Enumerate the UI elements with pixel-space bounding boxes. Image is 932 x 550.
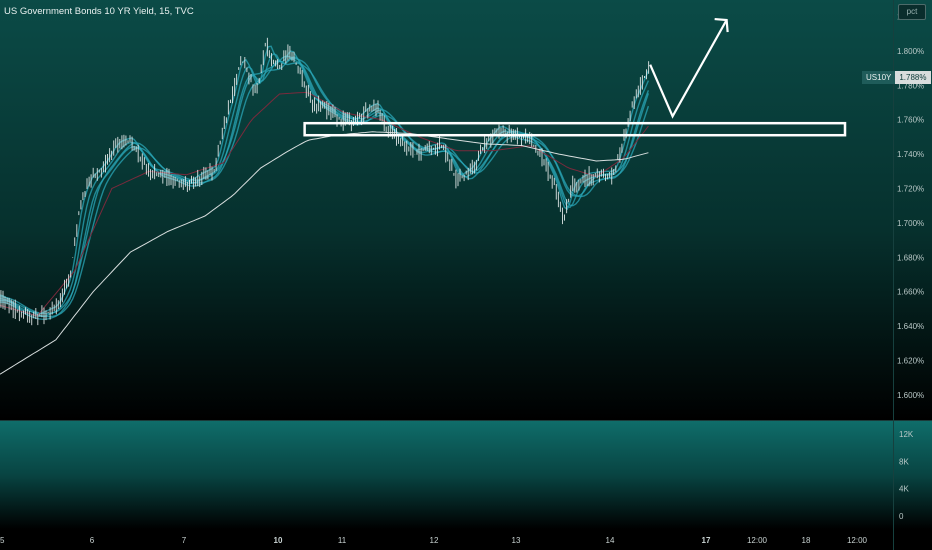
zone-layer — [303, 17, 847, 137]
x-tick-label: 12:00 — [747, 536, 768, 545]
volume-tick-label: 0 — [899, 512, 904, 521]
y-tick-label: 1.760% — [897, 116, 924, 125]
y-tick-label: 1.700% — [897, 219, 924, 228]
unit-badge[interactable]: pct — [898, 4, 926, 20]
y-tick-label: 1.740% — [897, 150, 924, 159]
x-tick-label: 6 — [90, 536, 95, 545]
price-tag-value: 1.788% — [895, 71, 931, 84]
y-tick-label: 1.800% — [897, 47, 924, 56]
x-tick-label: 5 — [0, 536, 5, 545]
x-tick-label: 11 — [338, 536, 347, 545]
x-tick-label: 17 — [702, 536, 711, 545]
x-tick-label: 10 — [274, 536, 283, 545]
chart-title: US Government Bonds 10 YR Yield, 15, TVC — [4, 6, 194, 17]
volume-tick-label: 8K — [899, 457, 909, 466]
y-tick-label: 1.600% — [897, 391, 924, 400]
ribbon-line-5 — [0, 58, 650, 318]
x-tick-label: 13 — [512, 536, 521, 545]
y-tick-label: 1.660% — [897, 288, 924, 297]
x-tick-label: 12 — [430, 536, 439, 545]
volume-tick-label: 4K — [899, 485, 909, 494]
x-axis-background — [0, 529, 932, 550]
projection-arrow-head — [714, 17, 729, 33]
price-tag-symbol: US10Y — [862, 71, 896, 84]
volume-pane-background — [0, 421, 932, 529]
x-tick-label: 14 — [606, 536, 615, 545]
ribbon-line-4 — [0, 55, 650, 315]
x-tick-label: 7 — [182, 536, 187, 545]
y-tick-label: 1.780% — [897, 81, 924, 90]
y-tick-label: 1.640% — [897, 322, 924, 331]
y-tick-label: 1.720% — [897, 185, 924, 194]
resistance-zone-box — [303, 121, 847, 137]
volume-tick-label: 12K — [899, 430, 914, 439]
x-tick-label: 12:00 — [847, 536, 868, 545]
main-pane-background — [0, 0, 932, 420]
last-price-tag: US10Y 1.788% — [862, 71, 931, 84]
x-tick-label: 18 — [802, 536, 811, 545]
y-tick-label: 1.680% — [897, 253, 924, 262]
y-tick-label: 1.620% — [897, 356, 924, 365]
projection-path — [649, 19, 728, 119]
